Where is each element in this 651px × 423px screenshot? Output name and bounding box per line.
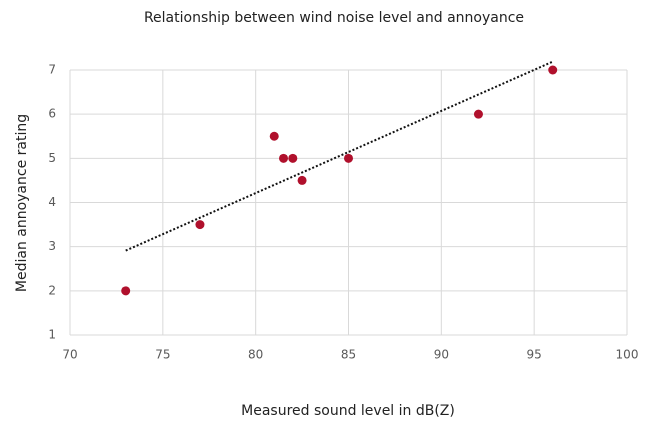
y-tick-label: 6 <box>48 107 56 121</box>
point <box>279 153 289 163</box>
point <box>297 175 307 185</box>
x-tick-label: 100 <box>616 348 639 362</box>
x-tick-label: 75 <box>155 348 170 362</box>
y-tick-label: 4 <box>48 195 56 209</box>
point <box>344 153 353 163</box>
point <box>269 131 279 141</box>
x-axis-title: Measured sound level in dB(Z) <box>241 403 455 419</box>
x-tick-label: 70 <box>62 348 77 362</box>
trendline <box>125 60 554 252</box>
chart-title: Relationship between wind noise level an… <box>144 10 524 26</box>
y-tick-label: 3 <box>48 239 56 253</box>
point <box>195 220 205 230</box>
x-tick-label: 80 <box>248 348 263 362</box>
point <box>548 65 558 75</box>
y-tick-label: 1 <box>48 328 56 342</box>
y-tick-label: 5 <box>48 151 56 165</box>
point <box>473 109 483 119</box>
y-tick-label: 2 <box>48 283 56 297</box>
x-tick-label: 95 <box>527 348 542 362</box>
point <box>288 153 298 163</box>
y-axis-title: Median annoyance rating <box>14 114 30 292</box>
point <box>121 286 131 296</box>
x-tick-label: 85 <box>341 348 356 362</box>
y-tick-label: 7 <box>48 63 56 77</box>
x-tick-label: 90 <box>434 348 449 362</box>
